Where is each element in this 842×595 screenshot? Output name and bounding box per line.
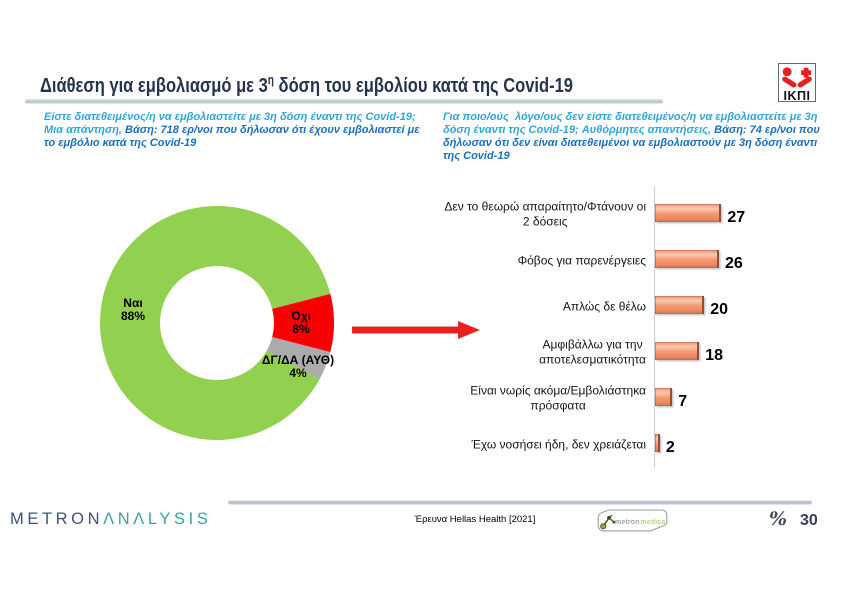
bar-category-label-line: πρόσφατα	[530, 398, 586, 413]
bar-value: 18	[705, 346, 724, 364]
bar-chart: Δεν το θεωρώ απαραίτητο/Φτάνουν οι 2 δόσε…	[440, 180, 842, 475]
bar-row: Είναι νωρίς ακόμα/Εμβολιάστηκα πρόσφατα 7	[440, 374, 842, 420]
molecule-icon	[600, 514, 616, 530]
bar	[655, 295, 705, 314]
title-superscript: η	[267, 73, 274, 87]
medica-text-part1: metron	[615, 519, 640, 526]
metron-medica-badge: metron medica	[597, 509, 668, 532]
bar	[655, 387, 673, 406]
bar-category-label-line: Αμφιβάλλω για την	[542, 337, 643, 352]
right-arm-shape	[797, 76, 812, 88]
bar	[655, 341, 700, 360]
bar-category-label-line: Φόβος για παρενέργειες	[517, 252, 646, 267]
question-segment-dark: Βάση: 74 ερ/νοι που	[714, 123, 820, 136]
bar-value: 26	[724, 254, 743, 272]
question-segment-dark: της Covid-19	[443, 149, 510, 162]
bar-category-label-line: 2 δόσεις	[522, 214, 568, 229]
bar-row: Φόβος για παρενέργειες 26	[440, 236, 842, 282]
donut-slice	[266, 337, 331, 380]
question-line: της Covid-19	[443, 150, 823, 163]
donut-slice-label: Ναι 88%	[120, 296, 146, 323]
arrow-group	[352, 320, 480, 340]
question-right: Για ποιο/ούς λόγο/ους δεν είστε διατεθει…	[443, 111, 823, 163]
bar-row: Δεν το θεωρώ απαραίτητο/Φτάνουν οι 2 δόσε…	[440, 190, 842, 236]
question-left: Είστε διατεθειμένος/η να εμβολιαστείτε μ…	[44, 111, 429, 150]
bar	[655, 249, 719, 268]
ikpi-logo: ΙΚΠΙ	[778, 63, 816, 103]
bar-category-label: Δεν το θεωρώ απαραίτητο/Φτάνουν οι 2 δόσε…	[444, 199, 646, 230]
question-line: δήλωσαν ότι δεν είναι διατεθειμένοι να ε…	[443, 137, 823, 150]
percent-icon: %	[769, 508, 788, 530]
question-segment-light: δόση έναντι της Covid-19; Αυθόρμητες απα…	[443, 123, 715, 136]
left-arm-shape	[782, 76, 797, 88]
title-text-suffix: δόση του εμβολίου κατά της Covid-19	[273, 73, 574, 97]
ikpi-logo-text: ΙΚΠΙ	[783, 89, 811, 103]
bar-category-label-line: αποτελεσματικότητα	[539, 352, 646, 367]
bar-category-label: Φόβος για παρενέργειες	[518, 253, 646, 269]
medical-cross-icon	[801, 67, 812, 78]
source-note: Έρευνα Hellas Health [2021]	[414, 514, 536, 525]
donut-svg	[100, 205, 334, 440]
ikpi-logo-icon	[782, 67, 812, 88]
footer-divider	[228, 500, 812, 505]
arrow-right-icon	[352, 320, 480, 340]
bar	[655, 434, 660, 452]
bar-row: Έχω νοσήσει ήδη, δεν χρειάζεται 2	[440, 420, 842, 466]
donut-slice-label: Όχι 8%	[290, 309, 312, 336]
question-segment-dark: Βάση: 718 ερ/νοι που δήλωσαν ότι έχουν ε…	[125, 123, 420, 136]
bar-value: 2	[665, 439, 675, 456]
bar-category-label-line: Δεν το θεωρώ απαραίτητο/Φτάνουν οι	[444, 199, 646, 213]
page-number: 30	[800, 512, 818, 529]
bar-category-label: Είναι νωρίς ακόμα/Εμβολιάστηκα πρόσφατα	[470, 383, 646, 414]
question-line: δόση έναντι της Covid-19; Αυθόρμητες απα…	[443, 124, 823, 137]
bar-category-label-line: Απλώς δε θέλω	[562, 298, 646, 313]
title-divider	[25, 99, 663, 104]
title-text-prefix: Διάθεση για εμβολιασμό με 3	[40, 73, 268, 97]
metron-medica-logo: metron medica	[597, 509, 668, 532]
metron-logo-part1: METRON	[10, 510, 104, 528]
bar-category-label: Αμφιβάλλω για την αποτελεσματικότητα	[539, 337, 646, 368]
donut-slice-label: ΔΓ/ΔΑ (ΑΥΘ) 4%	[261, 353, 335, 380]
bar-category-label: Απλώς δε θέλω	[563, 299, 646, 315]
question-segment-light: Για ποιο/ούς λόγο/ους δεν είστε διατεθει…	[443, 111, 818, 123]
bar	[655, 203, 722, 222]
person-head-icon	[782, 67, 792, 77]
question-segment-dark: δήλωσαν ότι δεν είναι διατεθειμένοι να ε…	[443, 136, 818, 149]
arrow-shape	[352, 320, 480, 340]
bar-value: 27	[727, 208, 746, 226]
bar-category-label-line: Είναι νωρίς ακόμα/Εμβολιάστηκα	[470, 383, 646, 398]
bar-category-label: Έχω νοσήσει ήδη, δεν χρειάζεται	[471, 437, 646, 453]
donut-slice	[272, 293, 334, 353]
question-segment-light: Μια απάντηση,	[44, 123, 126, 136]
question-segment-light: Είστε διατεθειμένος/η να εμβολιαστείτε μ…	[44, 111, 416, 123]
metron-analysis-logo: METRONΛNΛLYSIS	[10, 510, 211, 529]
metron-logo-part2: ΛNΛLYSIS	[103, 510, 212, 528]
bar-value: 20	[710, 300, 728, 318]
bar-row: Απλώς δε θέλω 20	[440, 282, 842, 328]
medica-text-part2: medica	[641, 519, 666, 526]
slide-title: Διάθεση για εμβολιασμό με 3η δόση του εμ…	[40, 70, 573, 96]
question-line: Μια απάντηση, Βάση: 718 ερ/νοι που δήλωσ…	[44, 124, 429, 137]
donut-slice	[100, 205, 331, 440]
bar-category-label-line: Έχω νοσήσει ήδη, δεν χρειάζεται	[471, 437, 646, 452]
bar-chart-axis	[654, 186, 655, 468]
bar-value: 7	[678, 392, 688, 410]
question-line: Για ποιο/ούς λόγο/ους δεν είστε διατεθει…	[443, 111, 823, 124]
question-line: το εμβόλιο κατά της Covid-19	[44, 137, 429, 150]
question-line: Είστε διατεθειμένος/η να εμβολιαστείτε μ…	[44, 111, 429, 124]
question-segment-dark: το εμβόλιο κατά της Covid-19	[44, 136, 197, 149]
bar-row: Αμφιβάλλω για την αποτελεσματικότητα 18	[440, 328, 842, 374]
donut-chart: Ναι 88% Όχι 8% ΔΓ/ΔΑ (ΑΥΘ) 4%	[97, 203, 337, 443]
badge-outline	[597, 509, 668, 532]
